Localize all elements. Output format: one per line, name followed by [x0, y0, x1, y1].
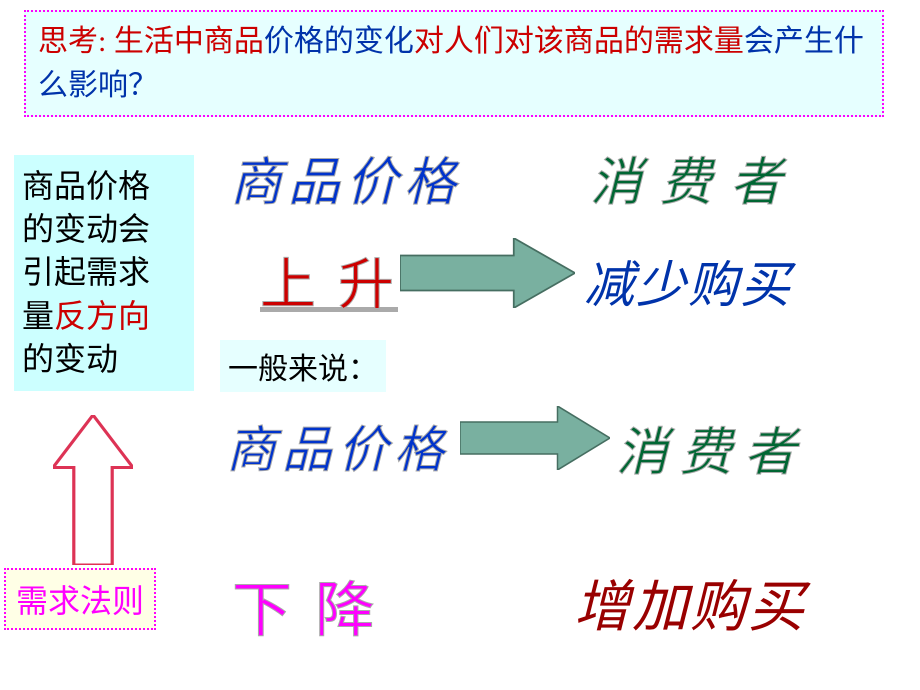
rise-label: 上 升 [260, 240, 398, 321]
question-text: 思考: 生活中商品价格的变化对人们对该商品的需求量会产生什么影响？ [38, 20, 870, 107]
summary-l3: 引起需求 [22, 251, 186, 294]
summary-l4: 量反方向 [22, 295, 186, 338]
q-seg2: 价格的变化 [264, 25, 414, 58]
generally-label: 一般来说： [220, 340, 386, 392]
consumer-header-1: 消费者 [590, 140, 800, 215]
summary-l2: 的变动会 [22, 208, 186, 251]
q-seg3: 对人们对该 [414, 25, 564, 58]
summary-l4b: 反方向 [54, 298, 150, 334]
arrow-right-1-icon [400, 238, 575, 308]
up-arrow-icon [53, 415, 133, 565]
fall-label: 下 降 [232, 562, 379, 649]
summary-l5: 的变动 [22, 338, 186, 381]
demand-law-box: 需求法则 [4, 568, 156, 630]
reduce-buy-label: 减少购买 [584, 245, 792, 317]
price-header-1: 商品价格 [230, 140, 462, 215]
q-seg4: 商品的需求量 [564, 25, 744, 58]
price-header-2: 商品价格 [226, 410, 450, 482]
summary-box: 商品价格 的变动会 引起需求 量反方向 的变动 [14, 155, 194, 391]
increase-buy-label: 增加购买 [574, 562, 806, 643]
question-box: 思考: 生活中商品价格的变化对人们对该商品的需求量会产生什么影响？ [24, 10, 884, 117]
q-prefix: 思考: [38, 25, 114, 58]
q-seg1: 生活中商品 [114, 25, 264, 58]
arrow-right-2-icon [460, 406, 610, 470]
consumer-header-2: 消费者 [616, 410, 808, 485]
summary-l1: 商品价格 [22, 165, 186, 208]
summary-l4a: 量 [22, 298, 54, 334]
